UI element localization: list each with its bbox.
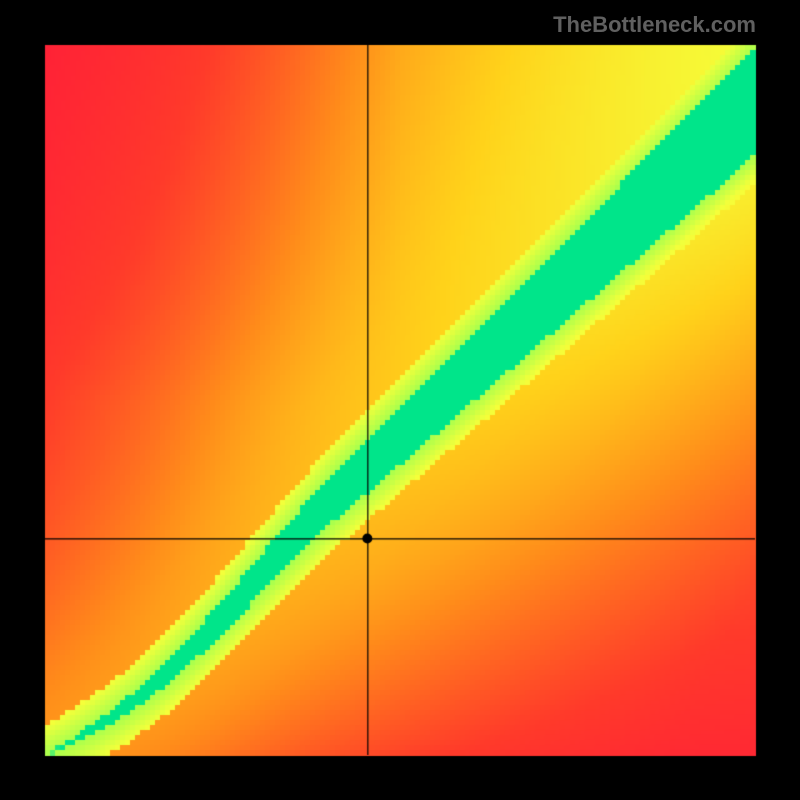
chart-container: TheBottleneck.com: [0, 0, 800, 800]
bottleneck-heatmap-canvas: [0, 0, 800, 800]
watermark-text: TheBottleneck.com: [553, 12, 756, 38]
